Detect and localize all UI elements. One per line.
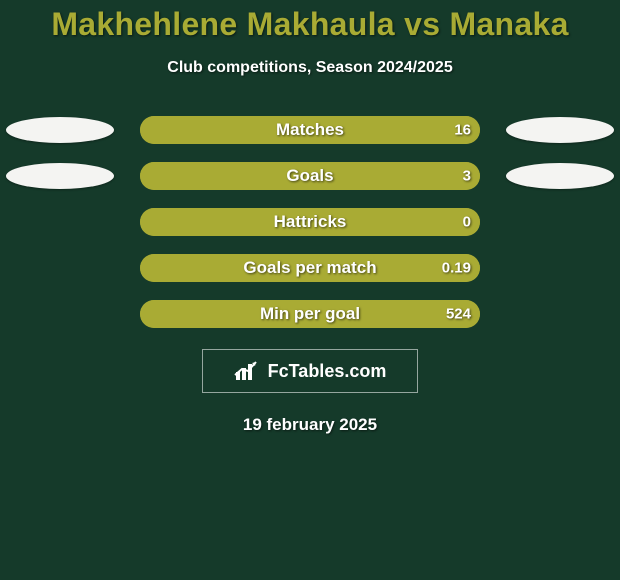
brand-text: FcTables.com: [268, 361, 387, 382]
brand-chart-icon: [234, 360, 260, 382]
stat-label: Min per goal: [260, 304, 360, 324]
stat-value-right: 0: [463, 214, 471, 231]
brand-badge: FcTables.com: [202, 349, 418, 393]
stat-value-right: 524: [446, 306, 471, 323]
stat-value-right: 0.19: [442, 260, 471, 277]
subtitle: Club competitions, Season 2024/2025: [0, 59, 620, 77]
stat-label: Goals: [286, 166, 333, 186]
stat-label: Goals per match: [243, 258, 376, 278]
stat-value-right: 3: [463, 168, 471, 185]
stat-label: Matches: [276, 120, 344, 140]
stat-row: Min per goal 524: [0, 291, 620, 337]
stat-row: Hattricks 0: [0, 199, 620, 245]
stat-row: Matches 16: [0, 107, 620, 153]
page-root: Makhehlene Makhaula vs Manaka Club compe…: [0, 0, 620, 580]
stat-label: Hattricks: [274, 212, 347, 232]
player-avatar-left: [6, 117, 114, 143]
stat-row: Goals 3: [0, 153, 620, 199]
player-avatar-right: [506, 117, 614, 143]
stat-bar-fill-left: [140, 162, 310, 190]
player-avatar-right: [506, 163, 614, 189]
stat-value-right: 16: [454, 122, 471, 139]
footer-date: 19 february 2025: [0, 415, 620, 435]
stat-bar-fill-right: [310, 162, 480, 190]
player-avatar-left: [6, 163, 114, 189]
stat-row: Goals per match 0.19: [0, 245, 620, 291]
page-title: Makhehlene Makhaula vs Manaka: [0, 0, 620, 43]
stats-block: Matches 16 Goals 3 Hattricks 0 Goals per match…: [0, 107, 620, 337]
